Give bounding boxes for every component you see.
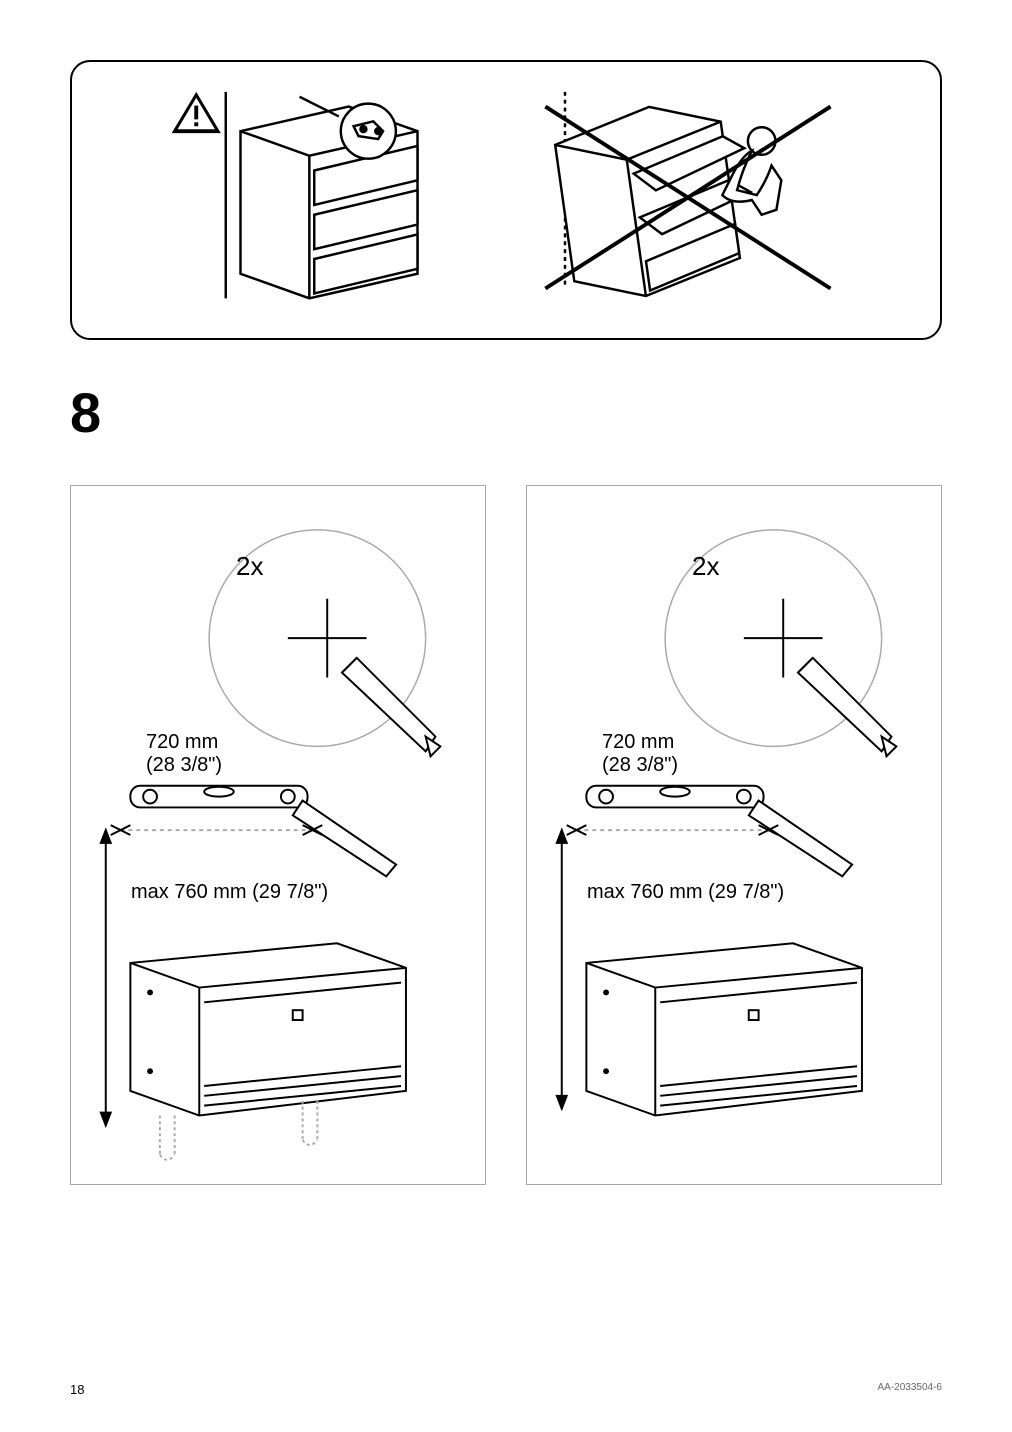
page-number: 18 xyxy=(70,1382,84,1397)
right-panel: 2x 720 mm (28 3/8") max 760 mm (29 7/8") xyxy=(526,485,942,1185)
max-height-left: max 760 mm (29 7/8") xyxy=(131,881,328,904)
warning-panel xyxy=(70,60,942,340)
left-illustration xyxy=(91,506,465,1164)
max-height-right: max 760 mm (29 7/8") xyxy=(587,881,784,904)
measurement-panels: 2x 720 mm (28 3/8") max 760 mm (29 7/8") xyxy=(70,485,942,1185)
hole-spacing-mm-right: 720 mm xyxy=(602,731,674,753)
right-illustration xyxy=(547,506,921,1164)
step-number: 8 xyxy=(70,380,942,445)
hole-spacing-in-right: (28 3/8") xyxy=(602,754,678,776)
document-code: AA-2033504-6 xyxy=(878,1382,943,1397)
left-panel: 2x 720 mm (28 3/8") max 760 mm (29 7/8") xyxy=(70,485,486,1185)
hole-spacing-mm-left: 720 mm xyxy=(146,731,218,753)
warning-illustration xyxy=(92,82,920,318)
hole-spacing-in-left: (28 3/8") xyxy=(146,754,222,776)
mark-count-right: 2x xyxy=(692,551,719,582)
page-footer: 18 AA-2033504-6 xyxy=(70,1382,942,1397)
mark-count-left: 2x xyxy=(236,551,263,582)
